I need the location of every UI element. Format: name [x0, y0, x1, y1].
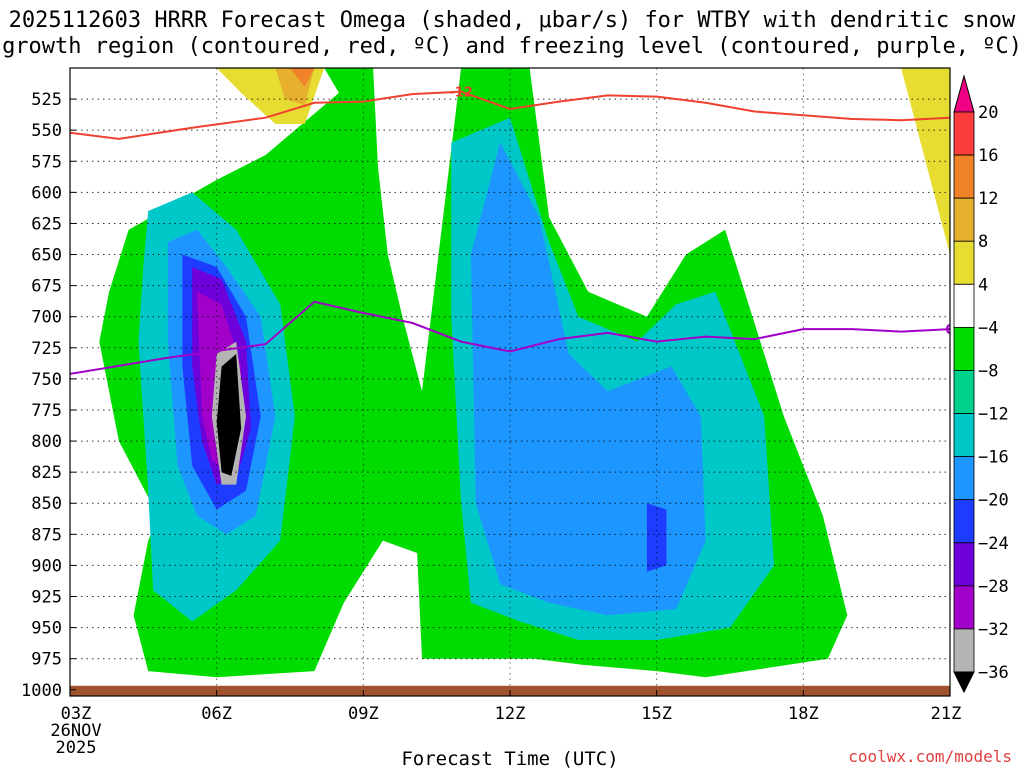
y-tick-label-1000: 1000 — [21, 681, 62, 701]
y-tick-label-625: 625 — [31, 214, 62, 234]
colorbar-bin-7 — [953, 413, 975, 458]
colorbar-label-8: −16 — [978, 448, 1009, 468]
omega-region-14 — [901, 68, 950, 255]
y-tick-label-725: 725 — [31, 339, 62, 359]
x-tick-label-5: 18Z — [788, 704, 819, 724]
colorbar-top-arrow — [953, 74, 975, 113]
colorbar-label-5: −4 — [978, 318, 998, 338]
x-axis-title: Forecast Time (UTC) — [401, 748, 618, 768]
y-tick-label-975: 975 — [31, 650, 62, 670]
x-date-label-2: 2025 — [56, 738, 97, 758]
colorbar-label-4: 4 — [978, 275, 988, 295]
y-tick-label-750: 750 — [31, 370, 62, 390]
dgz-contour-label: -12 — [449, 86, 473, 101]
colorbar-label-3: 8 — [978, 232, 988, 252]
y-tick-label-925: 925 — [31, 588, 62, 608]
colorbar-bin-0 — [953, 111, 975, 156]
colorbar-label-6: −8 — [978, 361, 998, 381]
freezing-contour-label: 0 — [945, 323, 954, 338]
colorbar-bin-10 — [953, 542, 975, 587]
colorbar-label-2: 12 — [978, 189, 998, 209]
y-tick-label-800: 800 — [31, 432, 62, 452]
colorbar-label-0: 20 — [978, 103, 998, 123]
colorbar-label-10: −24 — [978, 534, 1009, 554]
colorbar-bin-5 — [953, 326, 975, 371]
pressure-axis: 525 550 575 600 625 650 675 700 725 750 775 800 825 8… — [21, 90, 76, 701]
colorbar-bin-11 — [953, 585, 975, 630]
y-tick-label-550: 550 — [31, 121, 62, 141]
y-tick-label-525: 525 — [31, 90, 62, 110]
credit-text: coolwx.com/models — [848, 747, 1012, 766]
y-tick-label-650: 650 — [31, 246, 62, 266]
title-line-2: growth region (contoured, red, ºC) and f… — [2, 34, 1022, 59]
x-tick-label-6: 21Z — [931, 704, 962, 724]
y-tick-label-875: 875 — [31, 525, 62, 545]
chart-title: 2025112603 HRRR Forecast Omega (shaded, … — [0, 8, 1024, 60]
omega-shading — [99, 68, 950, 678]
y-tick-label-600: 600 — [31, 183, 62, 203]
omega-region-13 — [290, 68, 315, 87]
freezing-contour-line — [70, 300, 950, 375]
x-date-label-1: 26NOV — [50, 721, 101, 741]
colorbar-label-1: 16 — [978, 146, 998, 166]
y-tick-label-775: 775 — [31, 401, 62, 421]
colorbar-label-13: −36 — [978, 663, 1009, 683]
colorbar-bin-1 — [953, 154, 975, 199]
colorbar-bottom-arrow — [953, 671, 975, 694]
colorbar-bin-12 — [953, 628, 975, 673]
colorbar-bin-8 — [953, 456, 975, 501]
dgz-contour-line — [70, 90, 950, 140]
contour-lines: -12 0 — [70, 86, 954, 375]
x-tick-label-4: 15Z — [641, 704, 672, 724]
y-tick-label-825: 825 — [31, 463, 62, 483]
title-line-1: 2025112603 HRRR Forecast Omega (shaded, … — [8, 8, 1016, 33]
x-tick-label-2: 09Z — [348, 704, 379, 724]
y-tick-label-575: 575 — [31, 152, 62, 172]
omega-region-10 — [216, 354, 242, 476]
colorbar-label-9: −20 — [978, 491, 1009, 511]
y-tick-label-675: 675 — [31, 277, 62, 297]
x-tick-label-0: 03Z — [61, 704, 92, 724]
colorbar-bin-2 — [953, 197, 975, 242]
colorbar-label-7: −12 — [978, 405, 1009, 425]
x-tick-label-1: 06Z — [201, 704, 232, 724]
x-tick-label-3: 12Z — [495, 704, 526, 724]
y-tick-label-700: 700 — [31, 308, 62, 328]
colorbar-bin-4 — [953, 283, 975, 328]
colorbar-bin-6 — [953, 370, 975, 414]
omega-colorbar: 20 16 12 8 4 −4 −8 −12 −16 −20 −24 −28 −32 −36 — [953, 74, 1009, 694]
colorbar-bin-9 — [953, 499, 975, 544]
y-tick-label-950: 950 — [31, 619, 62, 639]
y-tick-label-900: 900 — [31, 556, 62, 576]
omega-region-6 — [646, 503, 667, 572]
colorbar-label-12: −32 — [978, 620, 1009, 640]
y-tick-label-850: 850 — [31, 494, 62, 514]
colorbar-label-11: −28 — [978, 577, 1009, 597]
colorbar-bin-3 — [953, 240, 975, 285]
